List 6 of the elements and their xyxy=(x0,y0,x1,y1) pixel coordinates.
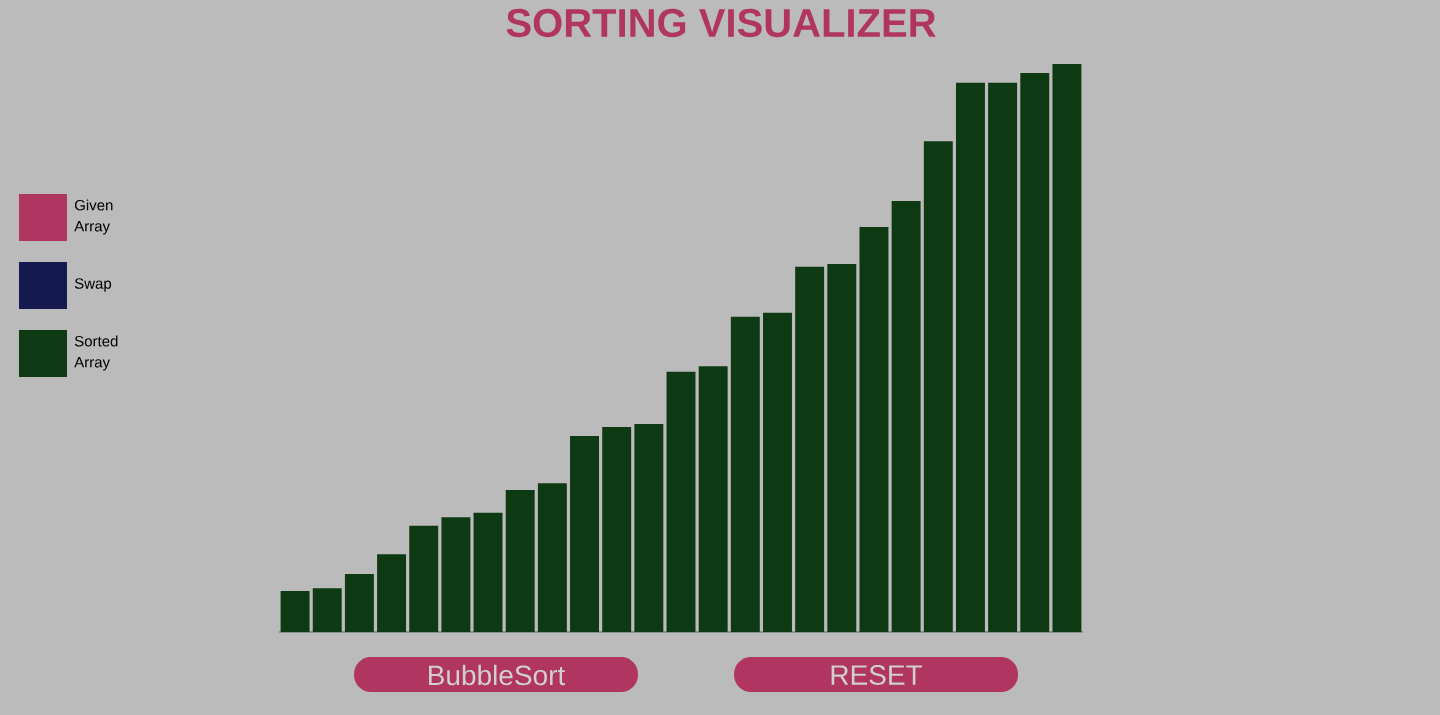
text: Given Array xyxy=(74,199,113,235)
text: RESET xyxy=(831,665,923,685)
text: Swap xyxy=(74,278,112,292)
chart-title: SORTING VISUALIZER xyxy=(506,8,936,38)
text: Sorted Array xyxy=(74,335,118,371)
text: BubbleSort xyxy=(429,664,566,686)
